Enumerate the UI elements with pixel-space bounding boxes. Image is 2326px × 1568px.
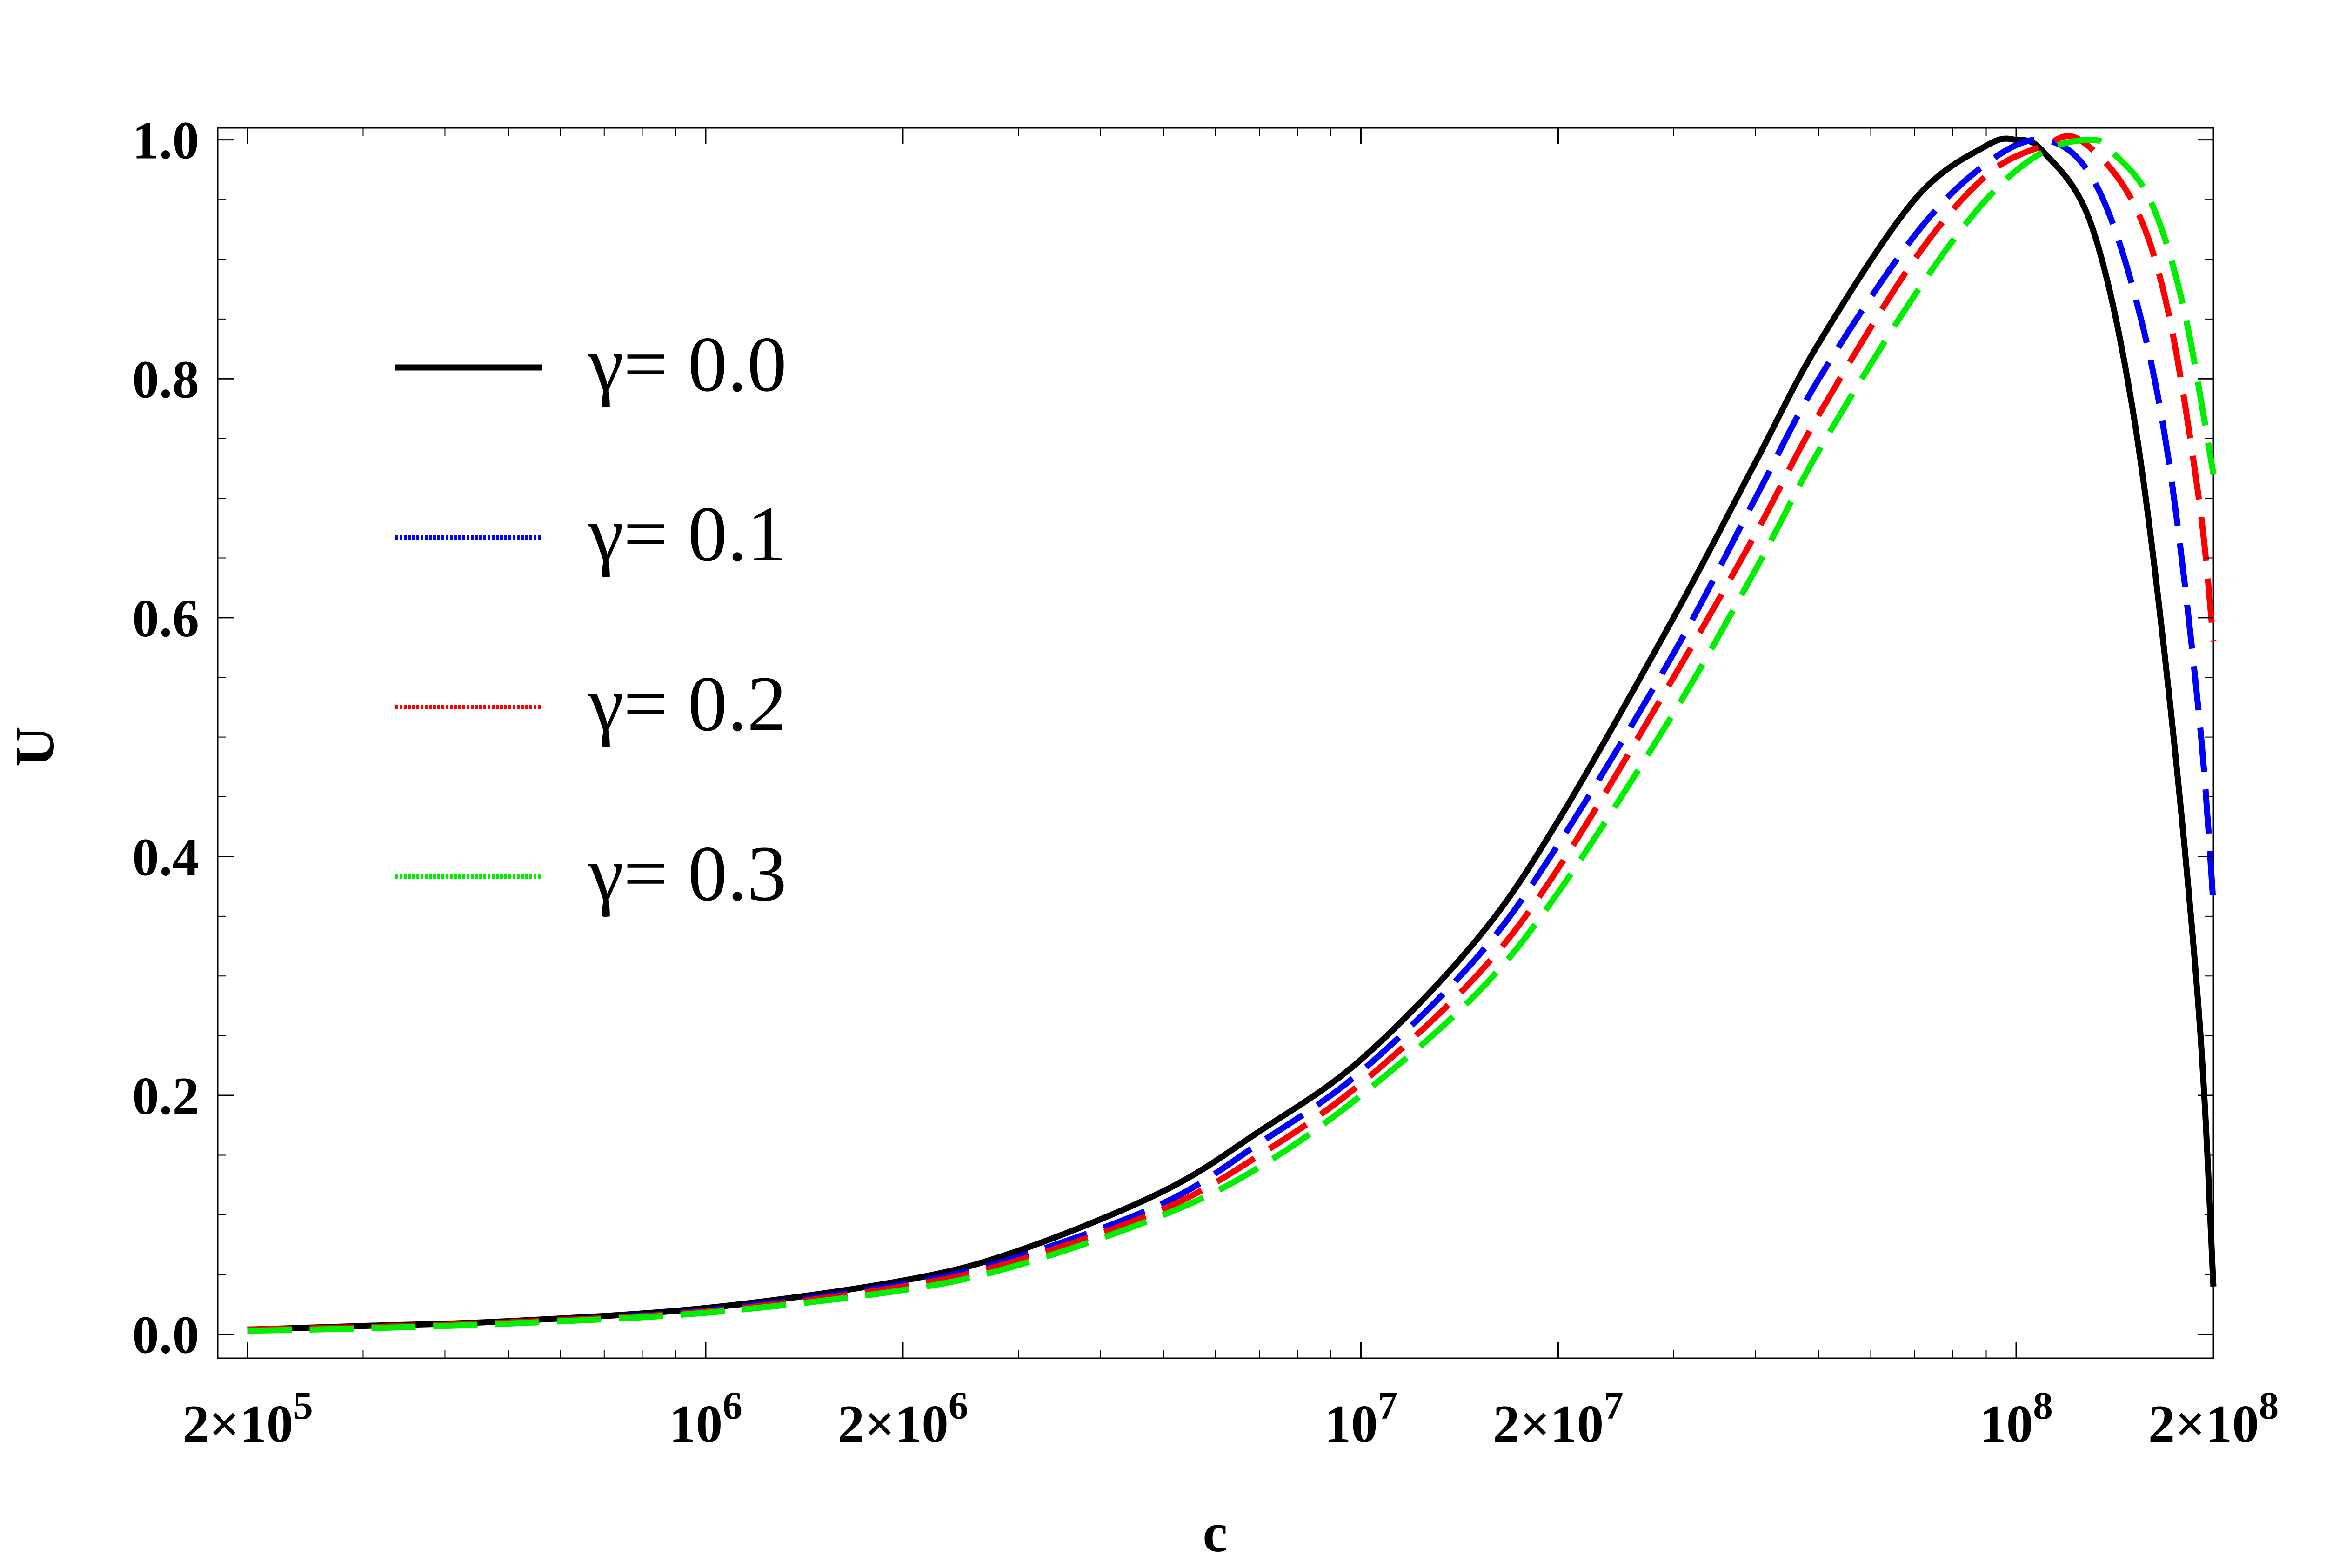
x-tick-label: 107 — [1324, 1384, 1398, 1454]
legend-label: γ= 0.3 — [588, 830, 787, 917]
series-line — [247, 136, 2217, 1333]
x-tick-label: 2×108 — [2148, 1384, 2279, 1454]
legend-label: γ= 0.0 — [588, 320, 787, 408]
y-axis-ticks: 0.0 0.2 0.4 0.6 0.8 1.0 — [132, 111, 2213, 1365]
y-tick-label: 0.0 — [132, 1306, 199, 1365]
legend-label: γ= 0.2 — [588, 660, 787, 747]
x-tick-label: 106 — [669, 1384, 742, 1454]
y-tick-label: 0.8 — [132, 350, 199, 409]
legend-label: γ= 0.1 — [588, 490, 787, 578]
legend: γ= 0.0 γ= 0.1 γ= 0.2 γ= 0.3 — [395, 320, 787, 917]
x-axis-ticks: 2×105 106 2×106 107 2×107 108 2×108 — [182, 128, 2279, 1454]
series-layer — [247, 133, 2217, 1334]
y-tick-label: 1.0 — [132, 111, 199, 170]
y-axis-label: U — [4, 727, 66, 767]
x-axis-label: c — [1203, 1501, 1227, 1563]
series-line — [247, 137, 2217, 1334]
x-tick-label: 2×105 — [182, 1384, 313, 1454]
x-tick-label: 2×106 — [838, 1384, 969, 1454]
y-tick-label: 0.2 — [132, 1067, 199, 1126]
y-tick-label: 0.6 — [132, 589, 199, 648]
x-tick-label: 2×107 — [1493, 1384, 1624, 1454]
y-tick-label: 0.4 — [132, 827, 199, 887]
x-tick-label: 108 — [1979, 1384, 2053, 1454]
